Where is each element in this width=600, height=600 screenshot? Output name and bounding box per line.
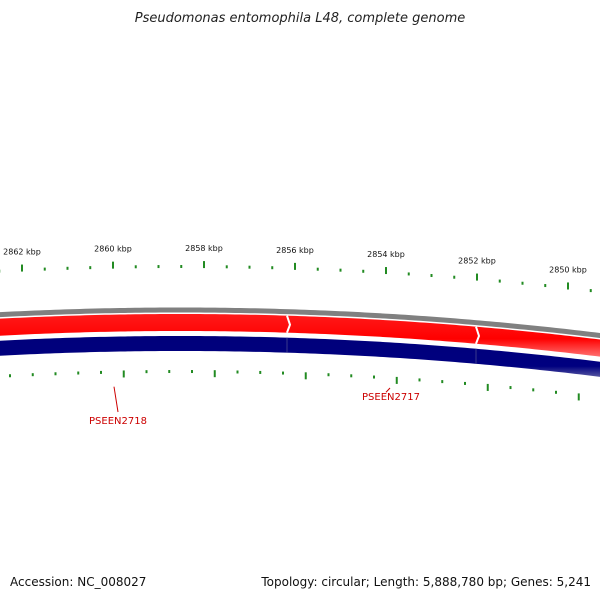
inner-tick-marks [9,370,580,401]
forward-strand-gene-boundaries [286,315,481,345]
gene-leader-line-pseen2718 [113,386,119,413]
gene-label-pseen2718[interactable]: PSEEN2718 [89,416,147,427]
scale-label: 2852 kbp [458,257,496,266]
forward-strand-band [0,314,600,357]
genome-backbone [0,307,600,339]
scale-labels: 2862 kbp 2860 kbp 2858 kbp 2856 kbp 2854 kbp… [3,244,587,274]
genome-summary-text: Topology: circular; Length: 5,888,780 bp… [260,575,591,589]
scale-label: 2856 kbp [276,246,314,255]
forward-gene-boundary-1 [475,326,481,345]
scale-label: 2858 kbp [185,244,223,253]
scale-label: 2854 kbp [367,250,405,259]
reverse-strand-band [0,336,600,377]
scale-label: 2862 kbp [3,248,41,257]
scale-label: 2860 kbp [94,245,132,254]
gene-leader-line-pseen2717 [385,387,391,393]
outer-tick-marks [0,261,592,293]
forward-gene-boundary-0 [286,315,292,334]
reverse-strand-gene-boundaries [286,337,477,364]
accession-text: Accession: NC_008027 [10,575,146,589]
scale-label: 2850 kbp [549,265,587,274]
map-title: Pseudomonas entomophila L48, complete ge… [135,11,466,26]
gene-label-pseen2717[interactable]: PSEEN2717 [362,392,420,403]
